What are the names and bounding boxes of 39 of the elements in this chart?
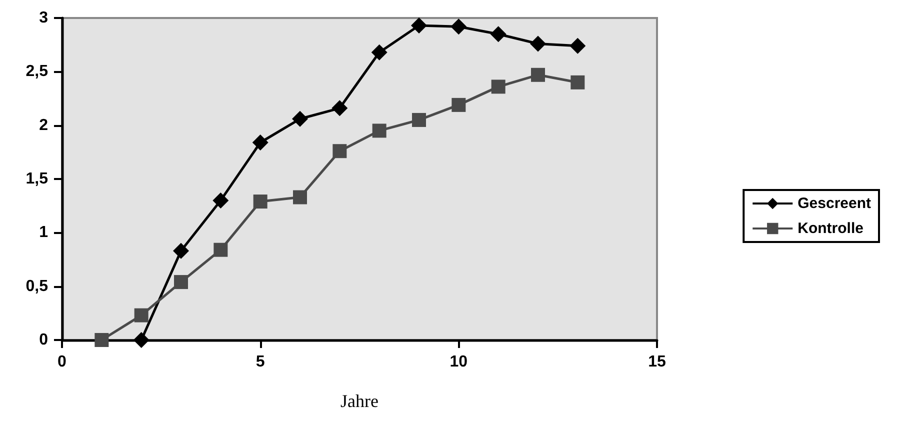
y-tick-label: 0,5 (26, 278, 48, 295)
point (94, 333, 109, 347)
point (491, 80, 506, 94)
legend-label: Gescreent (798, 195, 872, 212)
point (174, 275, 188, 290)
point (173, 242, 189, 259)
point (133, 332, 150, 348)
point (450, 18, 467, 35)
legend-label: Kontrolle (798, 220, 864, 237)
x-tick-label: 10 (450, 354, 468, 370)
y-tick-label: 1,5 (26, 170, 48, 188)
y-tick-label: 3 (39, 10, 48, 26)
point (293, 190, 307, 204)
point (332, 100, 348, 116)
x-tick-label: 5 (256, 354, 265, 370)
point (252, 134, 268, 151)
point (490, 26, 506, 42)
point (570, 75, 585, 90)
point (253, 194, 268, 209)
point (570, 38, 586, 54)
x-tick-label: 15 (648, 354, 666, 370)
x-tick-label: 0 (58, 354, 67, 370)
y-tick-label: 1 (39, 224, 48, 242)
point (452, 98, 466, 112)
point (411, 18, 427, 34)
point (134, 308, 148, 322)
y-tick-label: 0 (39, 332, 48, 348)
x-axis-title: Jahre (340, 391, 378, 411)
point (214, 242, 228, 257)
point (372, 124, 386, 138)
point (332, 144, 347, 158)
y-tick-label: 2 (39, 116, 48, 134)
y-tick-label: 2,5 (26, 63, 48, 80)
point (412, 112, 426, 127)
point (292, 110, 308, 127)
point (371, 44, 388, 60)
point (530, 36, 546, 52)
point (212, 192, 229, 208)
point (531, 68, 545, 82)
